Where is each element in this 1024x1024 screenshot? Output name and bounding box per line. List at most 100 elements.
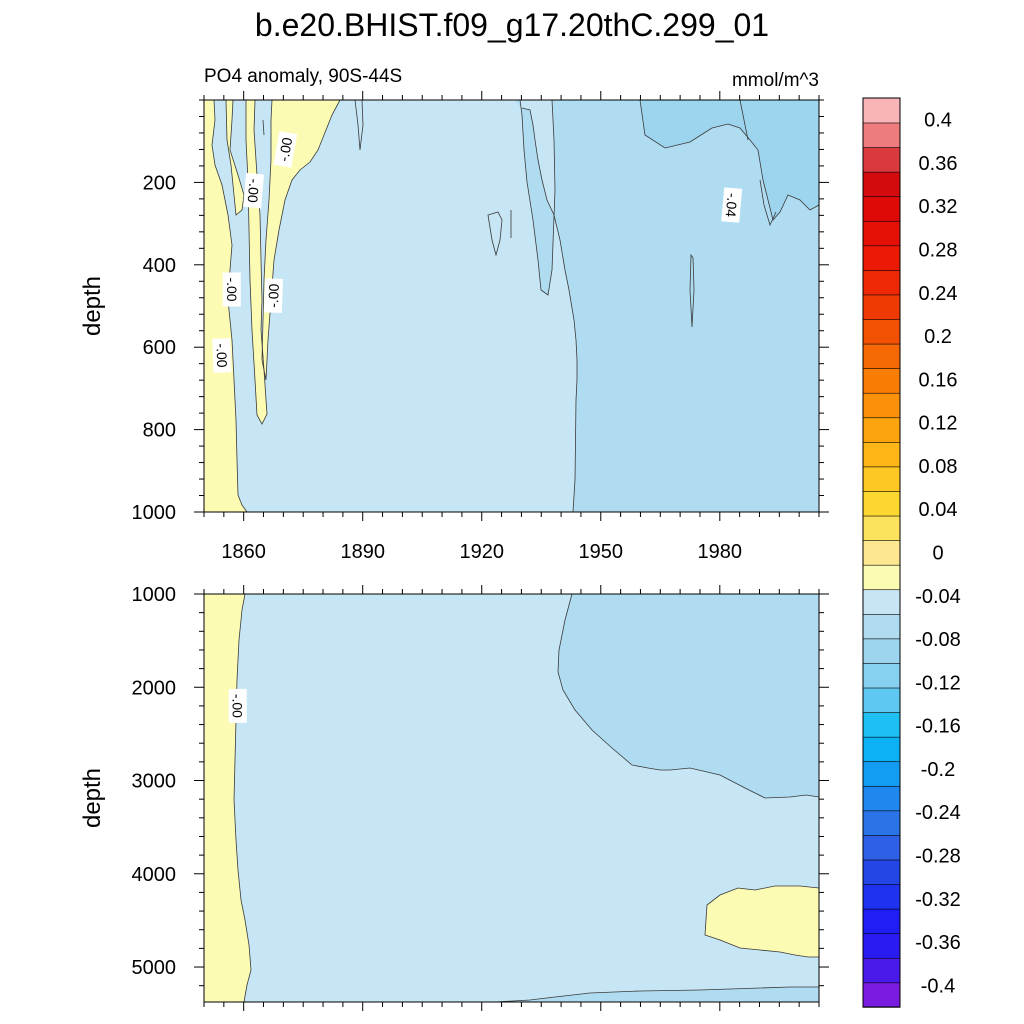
colorbar-swatch (862, 220, 901, 247)
colorbar-swatch (862, 269, 901, 296)
colorbar-swatch (862, 318, 901, 345)
colorbar-label: -0.36 (915, 932, 961, 954)
colorbar-label: 0.36 (919, 153, 958, 175)
colorbar-swatch (862, 957, 901, 984)
svg-text:-.04: -.04 (723, 192, 741, 218)
colorbar-label: -0.4 (921, 975, 955, 997)
y-tick-label: 1000 (132, 584, 177, 606)
contour-line (521, 107, 578, 513)
contour-label: -.00 (228, 688, 247, 723)
colorbar-swatch (862, 171, 901, 197)
colorbar-swatch (862, 564, 901, 591)
colorbar-swatch (862, 515, 901, 541)
bottom-y-axis-label: depth (79, 768, 106, 828)
colorbar-frame (862, 97, 901, 1008)
contour-line (704, 885, 820, 958)
contour-label: -.00 (273, 131, 298, 168)
colorbar-label: 0 (932, 543, 943, 565)
x-tick-label: 1980 (698, 541, 743, 563)
colorbar-label: -0.08 (915, 629, 961, 651)
colorbar-swatch (862, 367, 901, 394)
colorbar-swatch (862, 785, 901, 812)
chart-subtitle-left: PO4 anomaly, 90S-44S (204, 66, 402, 87)
contour-line (639, 99, 820, 221)
bottom-panel: -.00 1000 2000 3000 4000 5000 depth (79, 584, 829, 1011)
colorbar-swatch (862, 441, 901, 468)
top-region-deepest (640, 100, 819, 220)
contour-line (557, 593, 820, 799)
colorbar-swatch (862, 638, 901, 664)
colorbar-swatch (862, 810, 901, 836)
colorbar-swatch (862, 932, 901, 959)
colorbar-swatch (862, 982, 901, 1008)
colorbar-swatch (862, 883, 901, 910)
top-axis-ticks: 1860 1890 1920 1950 1980 200 400 600 800 1000 (132, 91, 829, 563)
x-tick-label: 1890 (340, 541, 385, 563)
y-tick-label: 600 (143, 337, 176, 359)
contour-line (514, 99, 556, 296)
colorbar-swatch (862, 417, 901, 443)
svg-text:-.00: -.00 (213, 343, 230, 368)
chart-title: b.e20.BHIST.f09_g17.20thC.299_01 (255, 7, 769, 43)
colorbar-swatch (862, 146, 901, 173)
y-tick-label: 1000 (132, 502, 177, 524)
colorbar-label: 0.24 (919, 283, 958, 305)
colorbar-swatch (862, 859, 901, 885)
colorbar-swatch (862, 195, 901, 222)
colorbar-swatch (862, 908, 901, 934)
contour-line (759, 179, 777, 227)
contour-line (689, 253, 695, 328)
contour-line (487, 211, 503, 257)
colorbar-label: -0.28 (915, 846, 961, 868)
y-tick-label: 800 (143, 420, 176, 442)
colorbar-label: -0.2 (921, 759, 955, 781)
svg-text:-.00: -.00 (230, 694, 246, 718)
top-panel: -.00 -.00 -.04 -.00 -.00 -.00 1860 1890 1920 195… (79, 91, 829, 563)
colorbar-swatch (862, 392, 901, 419)
svg-text:-.00: -.00 (224, 277, 240, 301)
colorbar-label: 0.32 (919, 196, 958, 218)
bottom-plot-frame (203, 593, 820, 1003)
x-tick-label: 1860 (221, 541, 266, 563)
bottom-contour-fills (204, 594, 819, 1002)
bottom-region-deeper-upper (558, 594, 819, 798)
colorbar-swatch (862, 711, 901, 738)
colorbar-label: 0.12 (919, 413, 958, 435)
y-tick-label: 400 (143, 255, 176, 277)
contour-label: -.00 (243, 172, 265, 209)
colorbar-label: -0.04 (915, 586, 961, 608)
colorbar-label: 0.4 (924, 110, 952, 132)
contour-line (225, 99, 245, 216)
colorbar-swatch (862, 736, 901, 763)
contour-label: -.04 (721, 187, 743, 223)
colorbar-label: 0.16 (919, 369, 958, 391)
colorbar-swatch (862, 97, 901, 124)
y-tick-label: 3000 (132, 771, 177, 793)
svg-text:-.00: -.00 (245, 178, 263, 204)
top-region-positive-4 (262, 100, 340, 380)
colorbar-label: 0.08 (919, 456, 958, 478)
top-contour-fills (204, 100, 819, 512)
bottom-region-positive-right (705, 886, 819, 957)
bottom-contour-lines (233, 593, 820, 1003)
bottom-contour-labels: -.00 (228, 688, 247, 723)
y-tick-label: 200 (143, 172, 176, 194)
colorbar-swatch (862, 245, 901, 271)
svg-text:-.00: -.00 (275, 136, 295, 163)
contour-line (233, 593, 252, 1003)
y-tick-label: 4000 (132, 864, 177, 886)
colorbar-label: 0.28 (919, 240, 958, 262)
contour-line (739, 99, 749, 141)
colorbar-swatch (862, 613, 901, 640)
contour-label: -.00 (212, 338, 232, 373)
colorbar-swatch (862, 687, 901, 713)
colorbar-swatch (862, 343, 901, 369)
contour-line (262, 119, 265, 136)
colorbar-label: 0.04 (919, 499, 958, 521)
colorbar-swatch (862, 761, 901, 787)
top-contour-labels: -.00 -.00 -.04 -.00 -.00 -.00 (212, 131, 743, 373)
colorbar-swatch (862, 589, 901, 615)
colorbar-swatch (862, 122, 901, 148)
bottom-region-deeper-lower (495, 987, 819, 1002)
